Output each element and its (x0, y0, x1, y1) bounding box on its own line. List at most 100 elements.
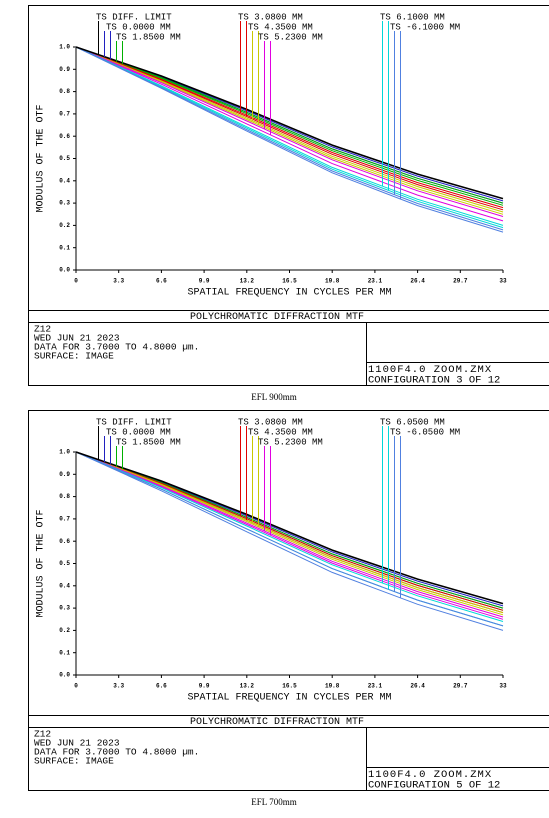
mtf-curve (75, 451, 504, 622)
y-tick-label: 1.0 (59, 44, 70, 51)
x-axis-label: SPATIAL FREQUENCY IN CYCLES PER MM (187, 693, 391, 704)
mtf-curve (75, 46, 504, 209)
y-tick-label: 0.9 (59, 471, 70, 478)
x-tick-label: 29.7 (453, 278, 468, 285)
legend-label: TS DIFF. LIMIT (96, 12, 172, 22)
x-tick-label: 23.1 (368, 278, 383, 285)
x-tick-label: 29.7 (453, 683, 468, 690)
y-tick-label: 1.0 (59, 449, 70, 456)
x-tick-label: 19.8 (325, 278, 340, 285)
x-tick-label: 13.2 (240, 278, 255, 285)
y-tick-label: 0.3 (59, 605, 70, 612)
y-axis-label: MODULUS OF THE OTF (36, 104, 47, 212)
footer-file: 1100F4.0 ZOOM.ZMX (368, 364, 492, 376)
caption: EFL 900mm (251, 392, 296, 402)
mtf-curve (75, 451, 504, 605)
frame (28, 410, 549, 791)
y-tick-label: 0.1 (59, 244, 70, 251)
caption: EFL 700mm (251, 797, 296, 807)
footer-configuration: CONFIGURATION 5 OF 12 (368, 779, 500, 791)
mtf-curve (75, 451, 504, 627)
x-axis-label: SPATIAL FREQUENCY IN CYCLES PER MM (187, 288, 391, 299)
y-tick-label: 0.7 (59, 110, 70, 117)
x-tick-label: 23.1 (368, 683, 383, 690)
legend-label: TS 5.2300 MM (258, 32, 323, 42)
mtf-curve (75, 46, 504, 217)
mtf-curve (75, 451, 504, 631)
mtf-curve (75, 46, 504, 231)
y-tick-label: 0.6 (59, 133, 70, 140)
x-tick-label: 9.9 (199, 278, 210, 285)
mtf-curve (75, 451, 504, 620)
mtf-curve (75, 451, 504, 618)
footer-line: WED JUN 21 2023 (34, 333, 120, 344)
legend-label: TS 1.8500 MM (116, 437, 181, 447)
mtf-curve (75, 46, 504, 215)
mtf-curve (75, 451, 504, 614)
mtf-curve (75, 46, 504, 226)
mtf-curve (75, 46, 504, 211)
x-tick-label: 3.3 (113, 278, 124, 285)
footer-configuration: CONFIGURATION 3 OF 12 (368, 374, 500, 386)
x-tick-label: 16.5 (282, 683, 297, 690)
y-tick-label: 0.5 (59, 560, 70, 567)
legend-label: TS 1.8500 MM (116, 32, 181, 42)
y-tick-label: 0.2 (59, 222, 70, 229)
y-tick-label: 0.4 (59, 582, 70, 589)
x-tick-label: 19.8 (325, 683, 340, 690)
mtf-curve (75, 46, 504, 222)
footer-title: POLYCHROMATIC DIFFRACTION MTF (190, 717, 364, 728)
footer-line: Z12 (34, 729, 51, 740)
y-tick-label: 0.7 (59, 515, 70, 522)
legend-label: TS 0.0000 MM (106, 22, 171, 32)
x-tick-label: 6.6 (156, 278, 167, 285)
footer-title: POLYCHROMATIC DIFFRACTION MTF (190, 312, 364, 323)
mtf-curve (75, 46, 504, 206)
x-tick-label: 13.2 (240, 683, 255, 690)
footer-line: Z12 (34, 324, 51, 335)
y-tick-label: 0.1 (59, 649, 70, 656)
x-tick-label: 26.4 (410, 278, 425, 285)
y-tick-label: 0.0 (59, 267, 70, 274)
footer-line: SURFACE: IMAGE (34, 756, 114, 767)
legend-label: TS 4.3500 MM (248, 427, 313, 437)
x-tick-label: 33 (499, 278, 507, 285)
y-tick-label: 0.0 (59, 672, 70, 679)
y-axis-label: MODULUS OF THE OTF (36, 509, 47, 617)
y-tick-label: 0.9 (59, 66, 70, 73)
x-tick-label: 33 (499, 683, 507, 690)
legend-label: TS 6.0500 MM (380, 417, 445, 427)
footer-line: DATA FOR 3.7000 TO 4.8000 µm. (34, 747, 199, 758)
footer-line: SURFACE: IMAGE (34, 351, 114, 362)
footer-line: WED JUN 21 2023 (34, 738, 120, 749)
y-tick-label: 0.4 (59, 177, 70, 184)
footer-line: DATA FOR 3.7000 TO 4.8000 µm. (34, 342, 199, 353)
x-tick-label: 9.9 (199, 683, 210, 690)
x-tick-label: 16.5 (282, 278, 297, 285)
legend-label: TS 4.3500 MM (248, 22, 313, 32)
mtf-curve (75, 46, 504, 229)
y-tick-label: 0.8 (59, 493, 70, 500)
legend-label: TS 0.0000 MM (106, 427, 171, 437)
legend-label: TS 3.0800 MM (238, 12, 303, 22)
legend-label: TS -6.1000 MM (390, 22, 460, 32)
mtf-curve (75, 46, 504, 233)
x-tick-label: 26.4 (410, 683, 425, 690)
legend-label: TS 6.1000 MM (380, 12, 445, 22)
y-tick-label: 0.6 (59, 538, 70, 545)
mtf-curve (75, 451, 504, 616)
x-tick-label: 6.6 (156, 683, 167, 690)
x-tick-label: 0 (74, 278, 78, 285)
footer-file: 1100F4.0 ZOOM.ZMX (368, 769, 492, 781)
mtf-curve (75, 46, 504, 213)
y-tick-label: 0.8 (59, 88, 70, 95)
mtf-curve (75, 46, 504, 200)
mtf-curve (75, 451, 504, 609)
legend-label: TS 3.0800 MM (238, 417, 303, 427)
legend-label: TS 5.2300 MM (258, 437, 323, 447)
y-tick-label: 0.3 (59, 200, 70, 207)
legend-label: TS -6.0500 MM (390, 427, 460, 437)
mtf-curve (75, 46, 504, 204)
x-tick-label: 0 (74, 683, 78, 690)
